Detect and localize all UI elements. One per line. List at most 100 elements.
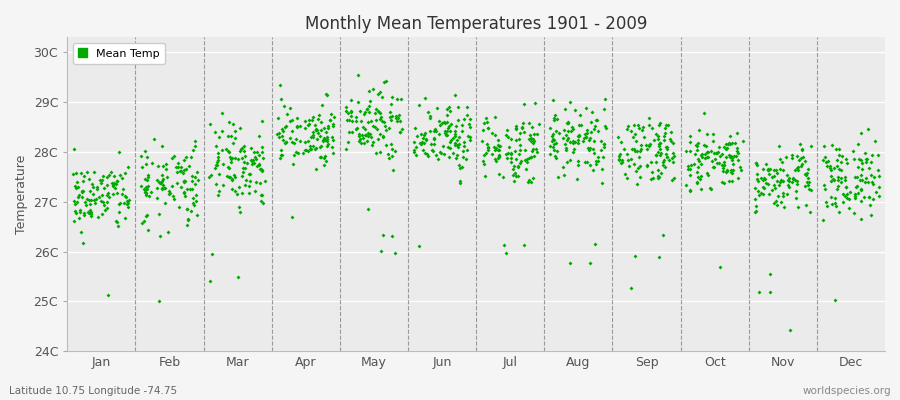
Point xyxy=(433,122,447,128)
Point xyxy=(524,138,538,144)
Point xyxy=(760,180,775,187)
Point xyxy=(580,134,594,140)
Point xyxy=(356,123,370,130)
Point xyxy=(369,117,383,124)
Point xyxy=(344,108,358,114)
Point xyxy=(657,137,671,144)
Point xyxy=(488,114,502,120)
Point xyxy=(652,166,666,173)
Point xyxy=(816,217,831,223)
Point xyxy=(706,163,720,170)
Point xyxy=(520,159,535,165)
Point xyxy=(662,157,677,164)
Point xyxy=(419,136,434,142)
Point xyxy=(341,110,356,117)
Point xyxy=(506,166,520,172)
Point xyxy=(838,177,852,184)
Point xyxy=(759,161,773,168)
Point xyxy=(509,126,524,132)
Point xyxy=(362,109,376,115)
Point xyxy=(526,136,540,143)
Point xyxy=(135,220,149,226)
Point xyxy=(680,182,694,188)
Point xyxy=(526,131,541,138)
Title: Monthly Mean Temperatures 1901 - 2009: Monthly Mean Temperatures 1901 - 2009 xyxy=(305,15,647,33)
Point xyxy=(84,207,98,213)
Point xyxy=(350,124,365,131)
Point xyxy=(436,143,450,149)
Point xyxy=(234,146,248,152)
Point xyxy=(816,157,831,163)
Point xyxy=(667,175,681,182)
Point xyxy=(179,166,194,172)
Point xyxy=(448,128,463,134)
Point xyxy=(797,182,812,189)
Point xyxy=(716,180,731,187)
Point xyxy=(719,169,733,176)
Point xyxy=(110,178,124,185)
Point xyxy=(290,123,304,129)
Point xyxy=(455,154,470,160)
Point xyxy=(663,138,678,145)
Point xyxy=(155,172,169,178)
Point xyxy=(545,136,560,142)
Point xyxy=(382,114,397,120)
Point xyxy=(156,182,170,188)
Point xyxy=(253,180,267,186)
Point xyxy=(439,112,454,118)
Point xyxy=(369,106,383,112)
Point xyxy=(523,179,537,185)
Point xyxy=(519,156,534,162)
Point xyxy=(134,182,148,189)
Point xyxy=(385,153,400,159)
Point xyxy=(211,192,225,198)
Point xyxy=(723,154,737,160)
Point xyxy=(497,241,511,248)
Point xyxy=(867,174,881,180)
Point xyxy=(96,184,111,191)
Point xyxy=(580,130,594,136)
Point xyxy=(287,140,302,146)
Point xyxy=(860,126,875,133)
Point xyxy=(232,184,247,190)
Point xyxy=(580,159,595,165)
Point xyxy=(560,137,574,144)
Point xyxy=(255,143,269,150)
Point xyxy=(220,173,234,180)
Point xyxy=(215,128,230,134)
Point xyxy=(244,145,258,152)
Point xyxy=(68,218,82,224)
Point xyxy=(872,172,886,179)
Point xyxy=(158,200,172,206)
Point xyxy=(313,154,328,160)
Point xyxy=(652,152,667,158)
Point xyxy=(832,146,846,152)
Point xyxy=(854,198,868,204)
Point xyxy=(313,142,328,149)
Point xyxy=(450,137,464,144)
Point xyxy=(101,190,115,196)
Point xyxy=(782,175,796,182)
Point xyxy=(374,248,388,254)
Point xyxy=(434,150,448,157)
Point xyxy=(303,146,318,152)
Point xyxy=(866,196,880,202)
Point xyxy=(374,94,389,100)
Point xyxy=(102,172,116,178)
Point xyxy=(390,118,404,124)
Point xyxy=(289,149,303,156)
Point xyxy=(499,150,513,157)
Point xyxy=(298,139,312,146)
Point xyxy=(112,209,127,215)
Point xyxy=(481,125,495,132)
Point xyxy=(377,119,392,125)
Point xyxy=(452,141,466,147)
Point xyxy=(452,134,466,140)
Point xyxy=(713,264,727,270)
Point xyxy=(72,215,86,221)
Point xyxy=(699,143,714,150)
Point xyxy=(423,115,437,121)
Point xyxy=(320,142,334,149)
Point xyxy=(226,121,240,127)
Point xyxy=(767,167,781,173)
